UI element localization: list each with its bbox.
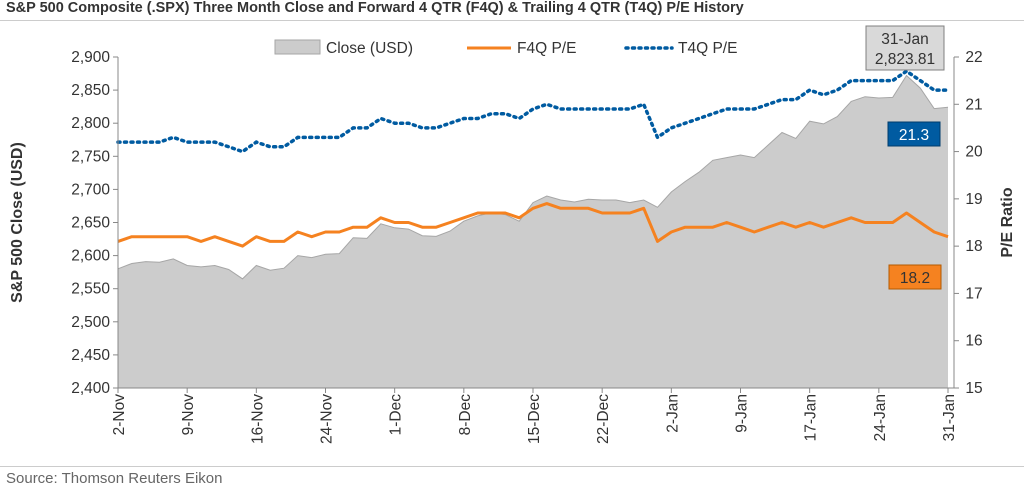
left-tick-label: 2,600 [71, 248, 110, 265]
title-divider [0, 20, 1024, 21]
legend-swatch-close [274, 39, 321, 55]
left-tick-label: 2,650 [71, 215, 110, 232]
legend-label-t4q: T4Q P/E [678, 40, 737, 57]
x-tick-label: 31-Jan [941, 394, 958, 441]
annotations: 31-Jan 2,823.81 21.3 18.2 [865, 25, 945, 290]
right-tick-label: 19 [965, 191, 982, 208]
source-note: Source: Thomson Reuters Eikon [6, 470, 223, 487]
close-area-series [118, 75, 948, 388]
legend: Close (USD) F4Q P/E T4Q P/E [274, 39, 737, 57]
f4q-end-label-value: 18.2 [900, 270, 930, 287]
legend-label-f4q: F4Q P/E [517, 40, 576, 57]
close-callout-value: 2,823.81 [875, 51, 935, 68]
right-tick-label: 22 [965, 49, 982, 66]
x-tick-label: 9-Jan [734, 394, 751, 433]
left-tick-label: 2,750 [71, 148, 110, 165]
right-tick-label: 16 [965, 333, 982, 350]
right-tick-label: 21 [965, 96, 982, 113]
left-tick-label: 2,400 [71, 380, 110, 397]
right-tick-label: 20 [965, 144, 983, 161]
close-callout-date: 31-Jan [881, 31, 928, 48]
chart-canvas: 2,400 2,450 2,500 2,550 2,600 2,650 2,700 2,750… [9, 25, 1016, 444]
x-tick-label: 16-Nov [249, 394, 266, 444]
chart-title: S&P 500 Composite (.SPX) Three Month Clo… [6, 0, 744, 16]
close-callout-box [865, 25, 945, 71]
axes: 2,400 2,450 2,500 2,550 2,600 2,650 2,700 2,750… [9, 49, 1016, 444]
plot-area [116, 69, 950, 388]
right-tick-label: 15 [965, 380, 982, 397]
left-axis-title: S&P 500 Close (USD) [9, 142, 26, 303]
f4q-pe-line [117, 202, 949, 248]
left-tick-label: 2,550 [71, 281, 110, 298]
x-tick-label: 24-Jan [872, 394, 889, 441]
right-axis-title: P/E Ratio [999, 187, 1016, 257]
close-area-outline [117, 74, 949, 280]
x-tick-label: 24-Nov [319, 394, 336, 444]
left-tick-label: 2,700 [71, 181, 110, 198]
left-tick-label: 2,800 [71, 115, 110, 132]
t4q-end-label-value: 21.3 [899, 127, 929, 144]
x-tick-label: 22-Dec [595, 394, 612, 444]
x-tick-label: 2-Jan [664, 394, 681, 433]
t4q-pe-line [116, 69, 950, 154]
left-tick-label: 2,500 [71, 314, 110, 331]
source-divider [0, 466, 1024, 467]
f4q-end-label-box [888, 264, 942, 290]
left-tick-label: 2,850 [71, 82, 110, 99]
x-tick-label: 9-Nov [180, 394, 197, 436]
x-tick-label: 17-Jan [803, 394, 820, 441]
legend-label-close: Close (USD) [326, 40, 413, 57]
left-tick-label: 2,450 [71, 347, 110, 364]
x-tick-label: 8-Dec [457, 394, 474, 436]
x-tick-label: 2-Nov [111, 394, 128, 436]
left-tick-label: 2,900 [71, 49, 110, 66]
x-tick-label: 1-Dec [388, 394, 405, 436]
t4q-end-label-box [887, 121, 941, 147]
x-tick-label: 15-Dec [526, 394, 543, 444]
right-tick-label: 18 [965, 238, 982, 255]
right-tick-label: 17 [965, 285, 982, 302]
